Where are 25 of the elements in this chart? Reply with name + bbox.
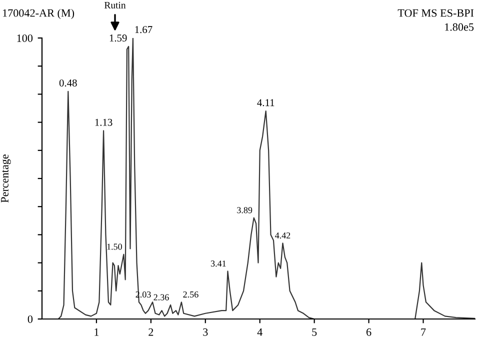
annotation: 1.59 <box>110 34 127 42</box>
x-tick-label: 3 <box>203 328 208 336</box>
text: 170042-AR (M) <box>2 8 74 20</box>
annotation: 1.50 <box>107 244 122 250</box>
y-tick-label: 0 <box>28 315 33 323</box>
annotation: 2.56 <box>183 291 198 298</box>
annotation: 4.42 <box>275 232 290 239</box>
annotation: 3.41 <box>210 260 226 267</box>
text: Rutin <box>104 2 126 8</box>
x-tick-label: 2 <box>148 328 154 336</box>
y-axis-title: Percentage <box>1 154 11 203</box>
text: TOF MS ES-BPI <box>398 9 474 17</box>
x-tick-label: 7 <box>421 328 426 336</box>
x-tick-label: 4 <box>257 328 262 336</box>
y-tick-label: 100 <box>17 34 33 42</box>
annotation: 1.67 <box>135 26 152 34</box>
annotation: 0.48 <box>59 79 77 87</box>
text: 1.80e5 <box>445 23 474 31</box>
annotation: 4.11 <box>257 99 274 106</box>
x-tick-label: 5 <box>312 328 317 336</box>
annotation: 3.89 <box>237 207 252 214</box>
x-tick-label: 1 <box>94 328 99 336</box>
annotation: 1.13 <box>95 118 112 126</box>
annotation: 2.36 <box>154 294 169 300</box>
x-tick-label: 6 <box>366 328 372 336</box>
